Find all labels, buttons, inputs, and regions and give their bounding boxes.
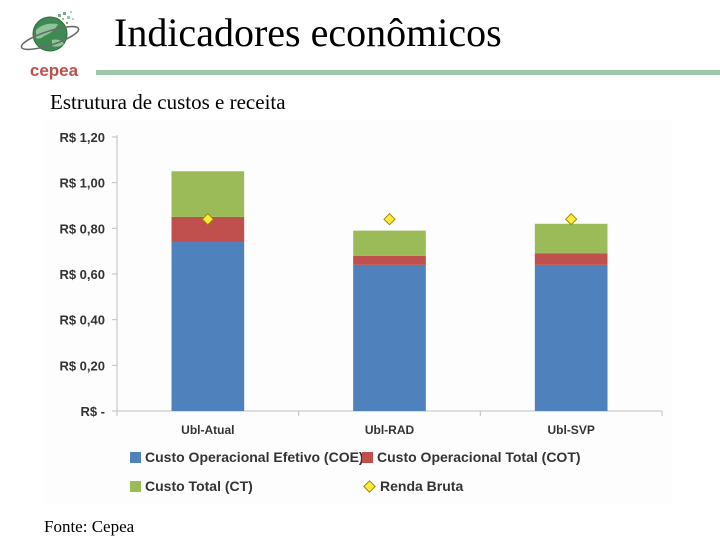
legend-swatch-ct	[130, 480, 141, 492]
stacked-bar-chart: R$ - R$ 0,20 R$ 0,40 R$ 0,60 R$ 0,80 R$ 1,00 R…	[59, 130, 663, 437]
y-tick-label: R$ 0,40	[59, 313, 105, 328]
logo-text: cepea	[30, 61, 79, 80]
bar-coe	[534, 264, 608, 411]
bar-cot	[534, 253, 608, 265]
bar-coe	[171, 242, 245, 411]
legend-marker-renda	[363, 479, 376, 493]
page-title: Indicadores econômicos	[114, 10, 502, 55]
renda-bruta-marker	[564, 212, 578, 226]
y-tick-label: R$ 0,80	[59, 221, 105, 236]
bar-ct	[353, 230, 426, 256]
legend-item-coe: Custo Operacional Efetivo (COE)	[130, 448, 364, 466]
chart-subtitle: Estrutura de custos e receita	[50, 90, 286, 114]
globe-icon	[20, 11, 80, 52]
x-tick-label: Ubl-SVP	[547, 423, 594, 437]
y-tick-label: R$ -	[80, 404, 105, 419]
y-tick-label: R$ 1,00	[59, 176, 105, 191]
bar-ct	[171, 171, 245, 217]
bar-coe	[353, 264, 426, 411]
legend-label-cot: Custo Operacional Total (COT)	[377, 449, 581, 465]
bar-cot	[353, 255, 426, 265]
legend-label-ct: Custo Total (CT)	[145, 478, 253, 494]
bar-ct	[534, 223, 608, 254]
y-tick-label: R$ 0,60	[59, 267, 105, 282]
legend-label-coe: Custo Operacional Efetivo (COE)	[145, 449, 364, 465]
y-tick-label: R$ 0,20	[59, 358, 105, 373]
chart-legend: Custo Operacional Efetivo (COE) Custo Op…	[130, 448, 650, 500]
x-tick-label: Ubl-RAD	[365, 423, 415, 437]
title-divider	[96, 70, 720, 75]
source-note: Fonte: Cepea	[44, 517, 135, 536]
legend-swatch-cot	[362, 451, 373, 463]
renda-bruta-marker	[201, 212, 215, 226]
renda-bruta-marker	[383, 212, 396, 226]
legend-item-renda: Renda Bruta	[362, 477, 463, 495]
x-tick-label: Ubl-Atual	[181, 423, 234, 437]
y-tick-label: R$ 1,20	[59, 130, 105, 145]
cepea-logo: cepea	[20, 11, 80, 80]
legend-swatch-coe	[130, 451, 141, 463]
legend-item-ct: Custo Total (CT)	[130, 477, 253, 495]
legend-label-renda: Renda Bruta	[380, 478, 464, 494]
legend-item-cot: Custo Operacional Total (COT)	[362, 448, 581, 466]
